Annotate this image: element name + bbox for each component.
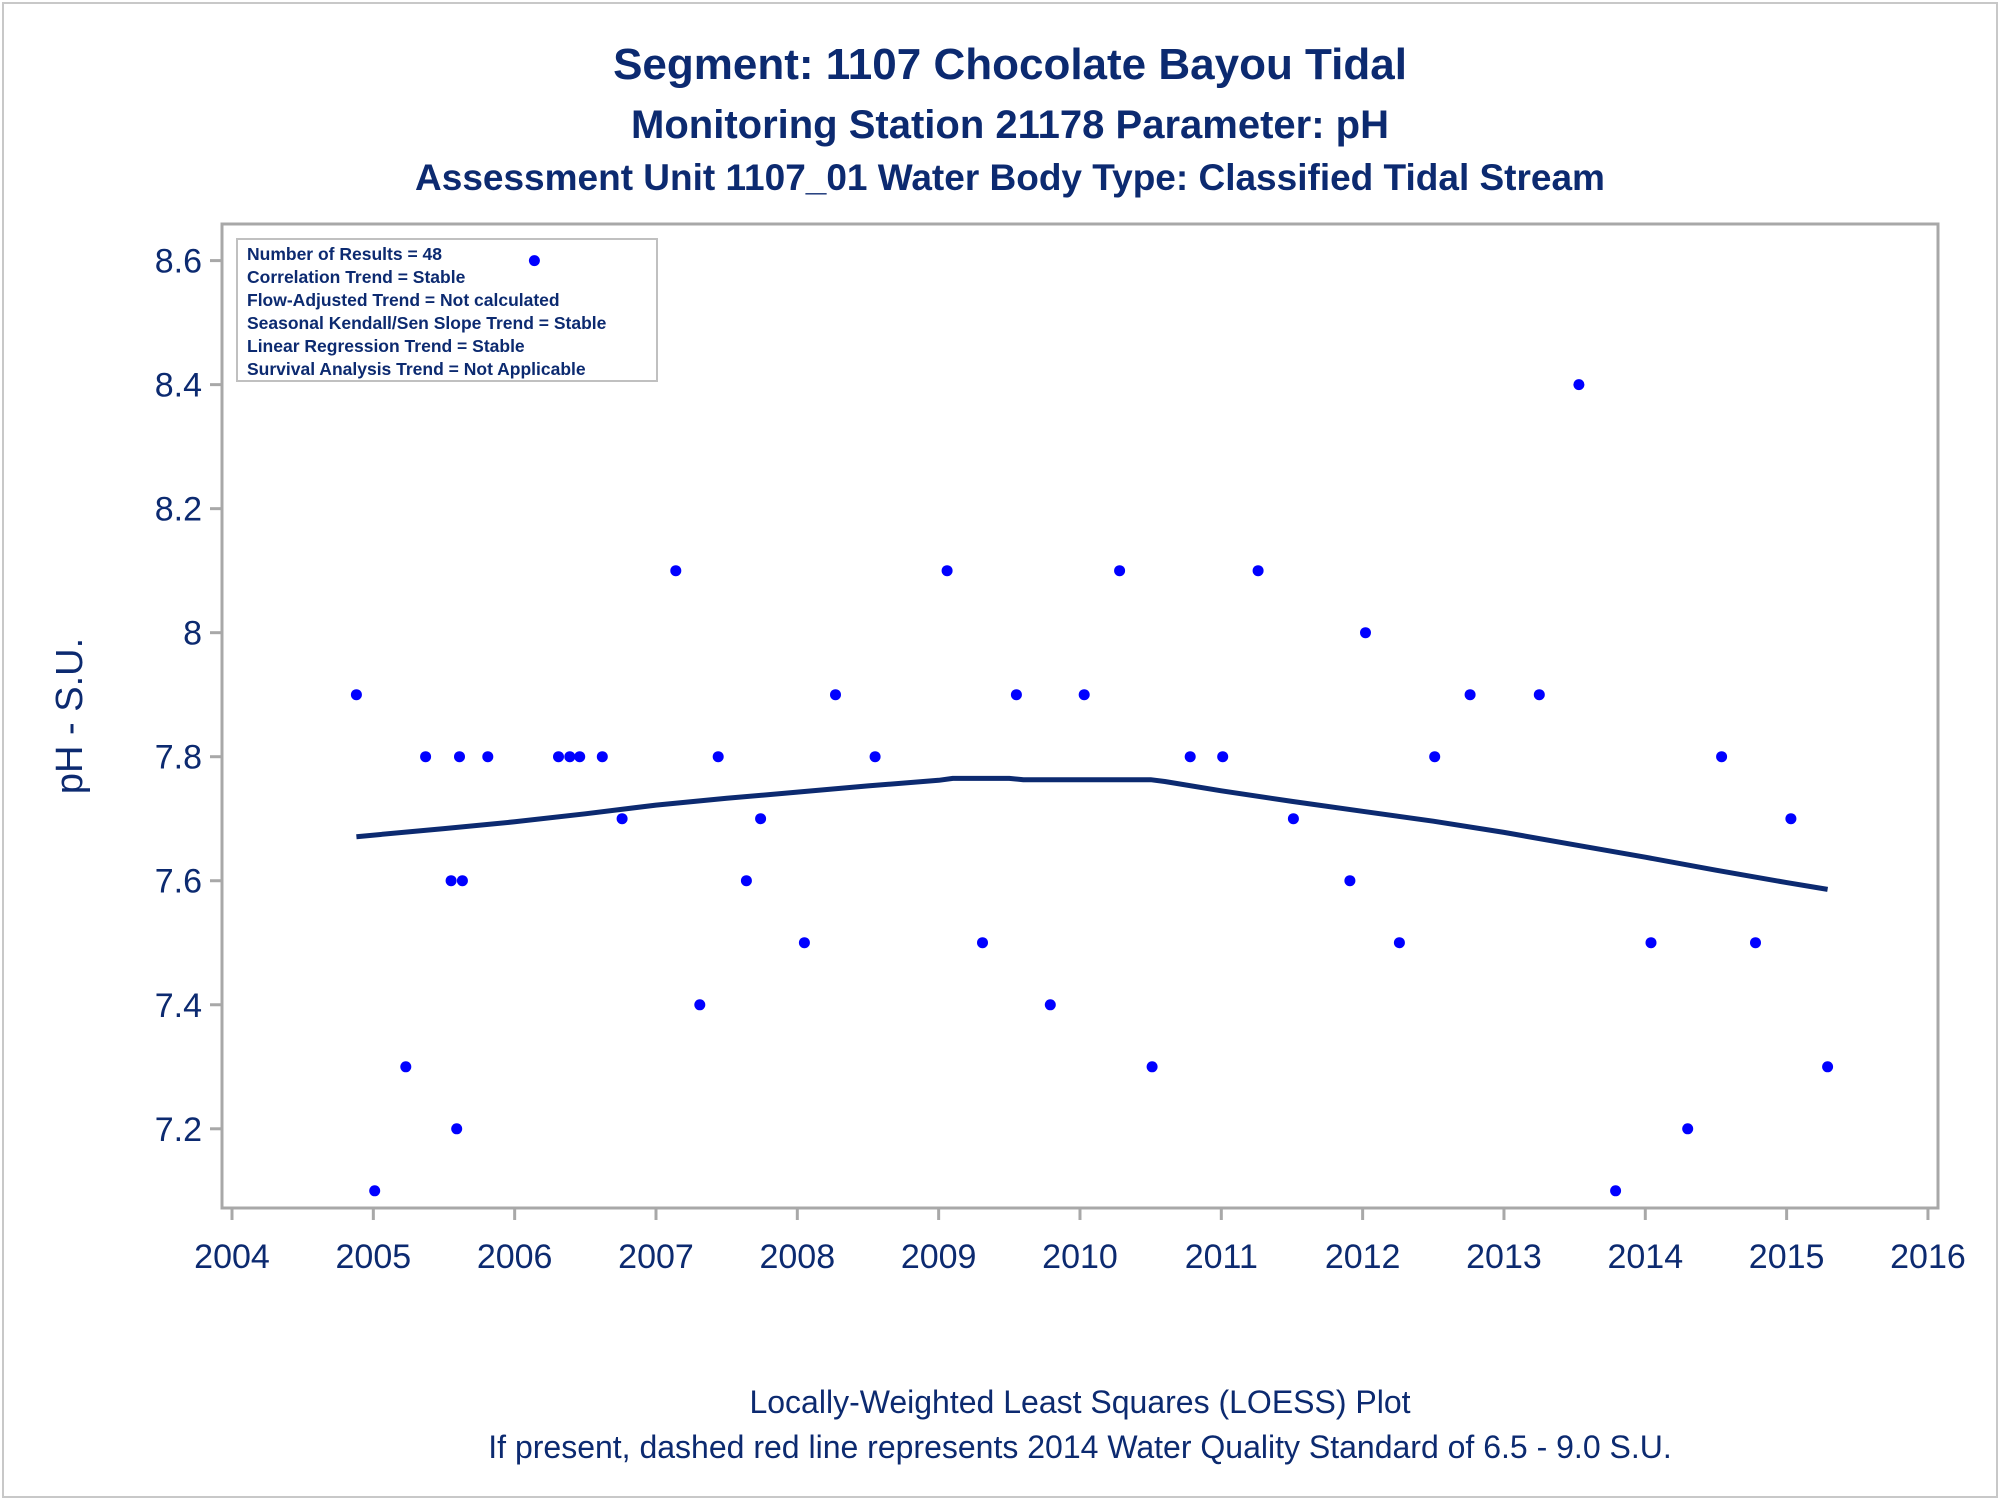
- y-axis-label: pH - S.U.: [49, 638, 91, 794]
- data-point: [1533, 689, 1545, 701]
- data-point: [1217, 751, 1229, 763]
- data-point: [1682, 1123, 1694, 1135]
- y-tick-label: 7.4: [155, 987, 202, 1025]
- chart-subtitle: Monitoring Station 21178 Parameter: pH: [631, 103, 1389, 147]
- data-point: [1044, 999, 1056, 1011]
- stats-legend-box: Number of Results = 48 Correlation Trend…: [236, 238, 658, 382]
- data-point: [1252, 565, 1264, 577]
- data-point: [451, 1123, 463, 1135]
- stats-line-flow-adjusted: Flow-Adjusted Trend = Not calculated: [247, 290, 560, 310]
- data-point: [941, 565, 953, 577]
- y-tick-label: 8.6: [155, 243, 202, 281]
- data-point: [1785, 813, 1797, 825]
- chart-title: Segment: 1107 Chocolate Bayou Tidal: [613, 40, 1407, 89]
- data-point: [350, 689, 362, 701]
- stats-line-survival: Survival Analysis Trend = Not Applicable: [247, 359, 586, 379]
- y-tick-label: 7.2: [155, 1111, 202, 1149]
- x-tick-label: 2004: [194, 1238, 270, 1276]
- data-point: [712, 751, 724, 763]
- data-point: [694, 999, 706, 1011]
- data-point: [369, 1185, 381, 1197]
- data-point: [1716, 751, 1728, 763]
- y-axis: 7.2 7.4 7.6 7.8 8 8.2 8.4 8.6: [155, 243, 222, 1149]
- data-point: [456, 875, 468, 887]
- data-point: [830, 689, 841, 701]
- stats-line-results: Number of Results = 48: [247, 244, 442, 264]
- data-point: [1184, 751, 1196, 763]
- data-point: [616, 813, 628, 825]
- y-tick-label: 7.6: [155, 863, 202, 901]
- data-point: [1078, 689, 1090, 701]
- data-point: [1010, 689, 1022, 701]
- data-point: [740, 875, 752, 887]
- x-tick-label: 2016: [1890, 1238, 1966, 1276]
- y-tick-label: 8: [183, 615, 202, 653]
- data-point: [445, 875, 457, 887]
- footnote-standard: If present, dashed red line represents 2…: [488, 1429, 1671, 1465]
- x-tick-label: 2014: [1607, 1238, 1683, 1276]
- stats-line-linear-regression: Linear Regression Trend = Stable: [247, 336, 525, 356]
- data-point: [1146, 1061, 1158, 1073]
- data-points: [350, 255, 1834, 1197]
- x-tick-label: 2012: [1325, 1238, 1401, 1276]
- data-point: [977, 937, 988, 949]
- y-tick-label: 7.8: [155, 739, 202, 777]
- data-point: [1360, 627, 1371, 639]
- x-tick-label: 2007: [618, 1238, 694, 1276]
- data-point: [1287, 813, 1299, 825]
- data-point: [1822, 1061, 1834, 1073]
- stats-box-border: [236, 238, 658, 382]
- x-tick-label: 2010: [1042, 1238, 1118, 1276]
- data-point: [1429, 751, 1441, 763]
- data-point: [869, 751, 881, 763]
- data-point: [420, 751, 432, 763]
- x-tick-label: 2009: [901, 1238, 977, 1276]
- data-point: [1344, 875, 1356, 887]
- data-point: [574, 751, 586, 763]
- data-point: [1645, 937, 1657, 949]
- data-point: [1610, 1185, 1622, 1197]
- data-point: [553, 751, 564, 763]
- x-tick-label: 2013: [1466, 1238, 1542, 1276]
- y-tick-label: 8.4: [155, 367, 202, 405]
- y-tick-label: 8.2: [155, 491, 202, 529]
- data-point: [564, 751, 576, 763]
- x-tick-label: 2008: [759, 1238, 835, 1276]
- data-point: [482, 751, 494, 763]
- data-point: [798, 937, 810, 949]
- chart-subtitle-secondary: Assessment Unit 1107_01 Water Body Type:…: [415, 157, 1605, 198]
- x-tick-label: 2006: [477, 1238, 553, 1276]
- stats-line-seasonal-kendall: Seasonal Kendall/Sen Slope Trend = Stabl…: [247, 313, 607, 333]
- data-point: [400, 1061, 412, 1073]
- data-point: [670, 565, 682, 577]
- data-point: [1114, 565, 1126, 577]
- x-tick-label: 2015: [1749, 1238, 1825, 1276]
- loess-trend-line: [356, 775, 1829, 892]
- x-tick-label: 2005: [336, 1238, 412, 1276]
- stats-line-correlation: Correlation Trend = Stable: [247, 267, 466, 287]
- x-tick-label: 2011: [1185, 1238, 1258, 1276]
- data-point: [454, 751, 465, 763]
- data-point: [755, 813, 767, 825]
- x-axis: 2004 2005 2006 2007 2008 2009 2010 2011 2012 2013…: [194, 1208, 1966, 1276]
- data-point: [1393, 937, 1405, 949]
- data-point: [1573, 379, 1585, 391]
- footnote-loess: Locally-Weighted Least Squares (LOESS) P…: [749, 1384, 1410, 1420]
- data-point: [596, 751, 608, 763]
- data-point: [528, 255, 540, 267]
- data-point: [1464, 689, 1476, 701]
- data-point: [1750, 937, 1761, 949]
